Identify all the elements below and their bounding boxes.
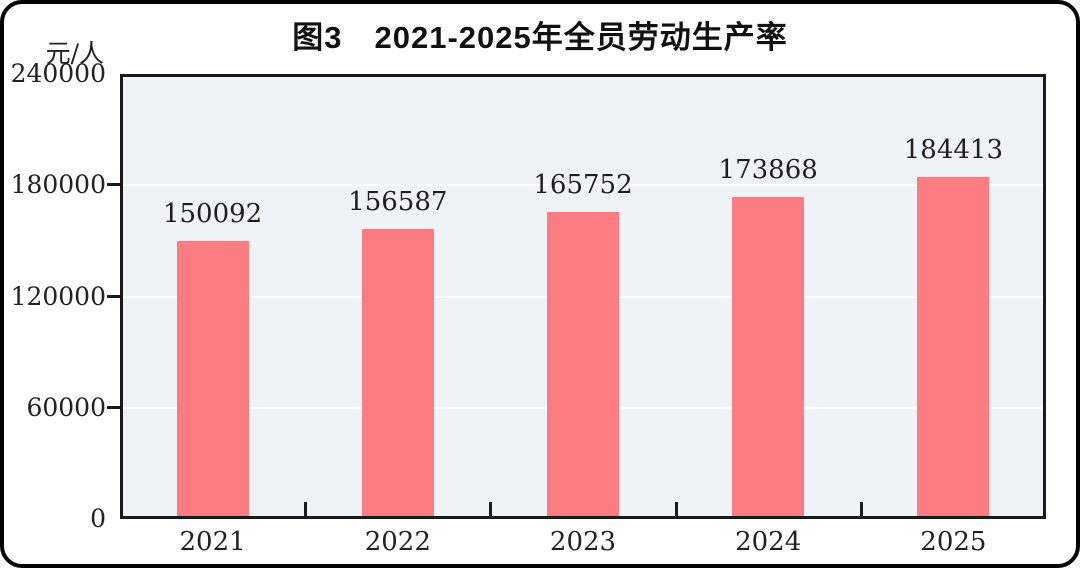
x-tick-label-2022: 2022: [364, 527, 431, 557]
bar-2021: [176, 240, 249, 516]
y-tick-mark-60000: [107, 405, 120, 409]
y-tick-label-180000: 180000: [10, 170, 106, 200]
bar-value-2025: 184413: [903, 135, 1004, 166]
bar-value-2023: 165752: [533, 169, 633, 200]
bar-value-2024: 173868: [718, 154, 818, 185]
y-tick-label-60000: 60000: [26, 392, 106, 422]
bar-2023: [547, 211, 619, 516]
x-tick-label-2024: 2024: [735, 527, 802, 557]
x-tick-mark-3: [674, 502, 678, 516]
y-axis-unit-label: 元/人: [45, 39, 104, 68]
bar-value-2022: 156587: [348, 186, 448, 217]
bar-2024: [732, 196, 805, 516]
x-tick-label-2025: 2025: [920, 527, 987, 557]
chart-title: 图3 2021-2025年全员劳动生产率: [292, 20, 788, 55]
bar-2025: [917, 177, 990, 516]
gridline-180000: [123, 184, 1043, 187]
y-tick-mark-120000: [107, 294, 120, 298]
y-tick-label-120000: 120000: [10, 281, 106, 311]
x-tick-mark-2: [489, 502, 493, 516]
x-tick-mark-4: [859, 502, 863, 516]
bar-value-2021: 150092: [162, 198, 263, 229]
x-tick-mark-1: [304, 502, 308, 516]
y-tick-label-240000: 240000: [10, 59, 106, 88]
y-tick-mark-180000: [107, 183, 120, 187]
y-tick-label-0: 0: [90, 504, 106, 533]
x-tick-label-2021: 2021: [179, 527, 246, 557]
x-tick-label-2023: 2023: [549, 527, 617, 557]
bar-2022: [361, 228, 434, 516]
